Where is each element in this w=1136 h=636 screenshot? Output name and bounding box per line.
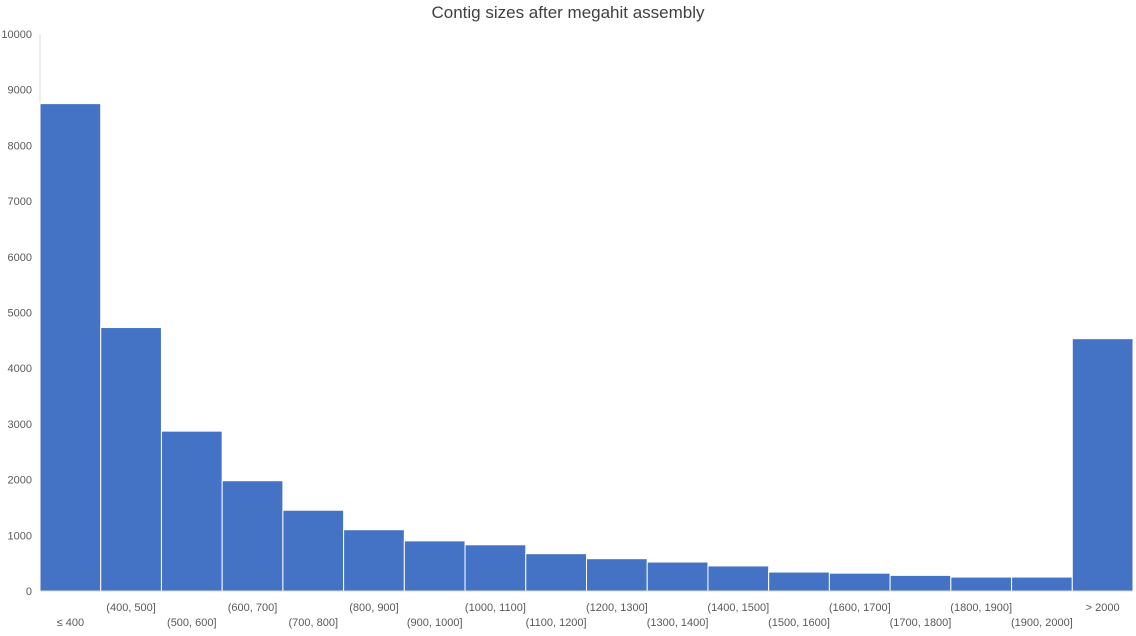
y-tick-label: 6000 [8,252,32,264]
x-tick-label: (1500, 1600] [768,617,830,629]
x-tick-label: (1000, 1100] [465,602,526,614]
x-tick-label: (400, 500] [106,602,156,614]
x-tick-label: (700, 800] [288,617,338,629]
x-tick-label: (1600, 1700] [829,602,891,614]
bar [343,529,405,592]
y-tick-labels: 0 1000 2000 3000 4000 5000 6000 7000 8000 9000 100… [1,29,32,598]
y-tick-label: 2000 [8,475,32,487]
x-tick-label: (800, 900] [349,602,399,614]
x-tick-label: (1400, 1500] [707,602,769,614]
x-tick-label: (1800, 1900] [950,602,1012,614]
bar [525,553,587,592]
y-tick-label: 1000 [8,530,32,542]
x-tick-label: > 2000 [1086,602,1120,614]
bar [1011,576,1073,592]
x-tick-label: (600, 700] [228,602,278,614]
y-tick-label: 0 [26,586,32,598]
x-tick-label: (500, 600] [167,617,217,629]
y-tick-label: 4000 [8,363,32,375]
y-tick-label: 8000 [8,140,32,152]
bar [464,544,527,592]
x-tick-label: (1300, 1400] [647,617,709,629]
bar [646,561,709,592]
bar [403,540,466,592]
y-tick-label: 7000 [8,196,32,208]
bar [221,480,284,592]
bar [39,103,102,592]
y-tick-label: 10000 [1,29,32,41]
x-tick-label: (1900, 2000] [1011,617,1073,629]
bar [768,571,830,592]
x-tick-labels: ≤ 400 (400, 500] (500, 600] (600, 700] (700,… [57,602,1120,629]
bar [828,572,891,592]
y-tick-label: 5000 [8,308,32,320]
x-tick-label: (1200, 1300] [586,602,648,614]
x-tick-label: ≤ 400 [57,617,84,629]
bar [282,509,345,592]
bar [889,574,952,592]
x-tick-label: (900, 1000] [407,617,463,629]
x-tick-label: (1100, 1200] [526,617,587,629]
x-tick-label: (1700, 1800] [890,617,952,629]
bar [950,576,1013,592]
y-tick-label: 3000 [8,419,32,431]
bars [39,103,1134,592]
bar [100,327,162,592]
bar [160,430,223,592]
bar [707,565,770,592]
bar [1071,338,1134,592]
chart-title: Contig sizes after megahit assembly [431,3,705,22]
bar [586,558,648,592]
y-tick-label: 9000 [8,85,32,97]
